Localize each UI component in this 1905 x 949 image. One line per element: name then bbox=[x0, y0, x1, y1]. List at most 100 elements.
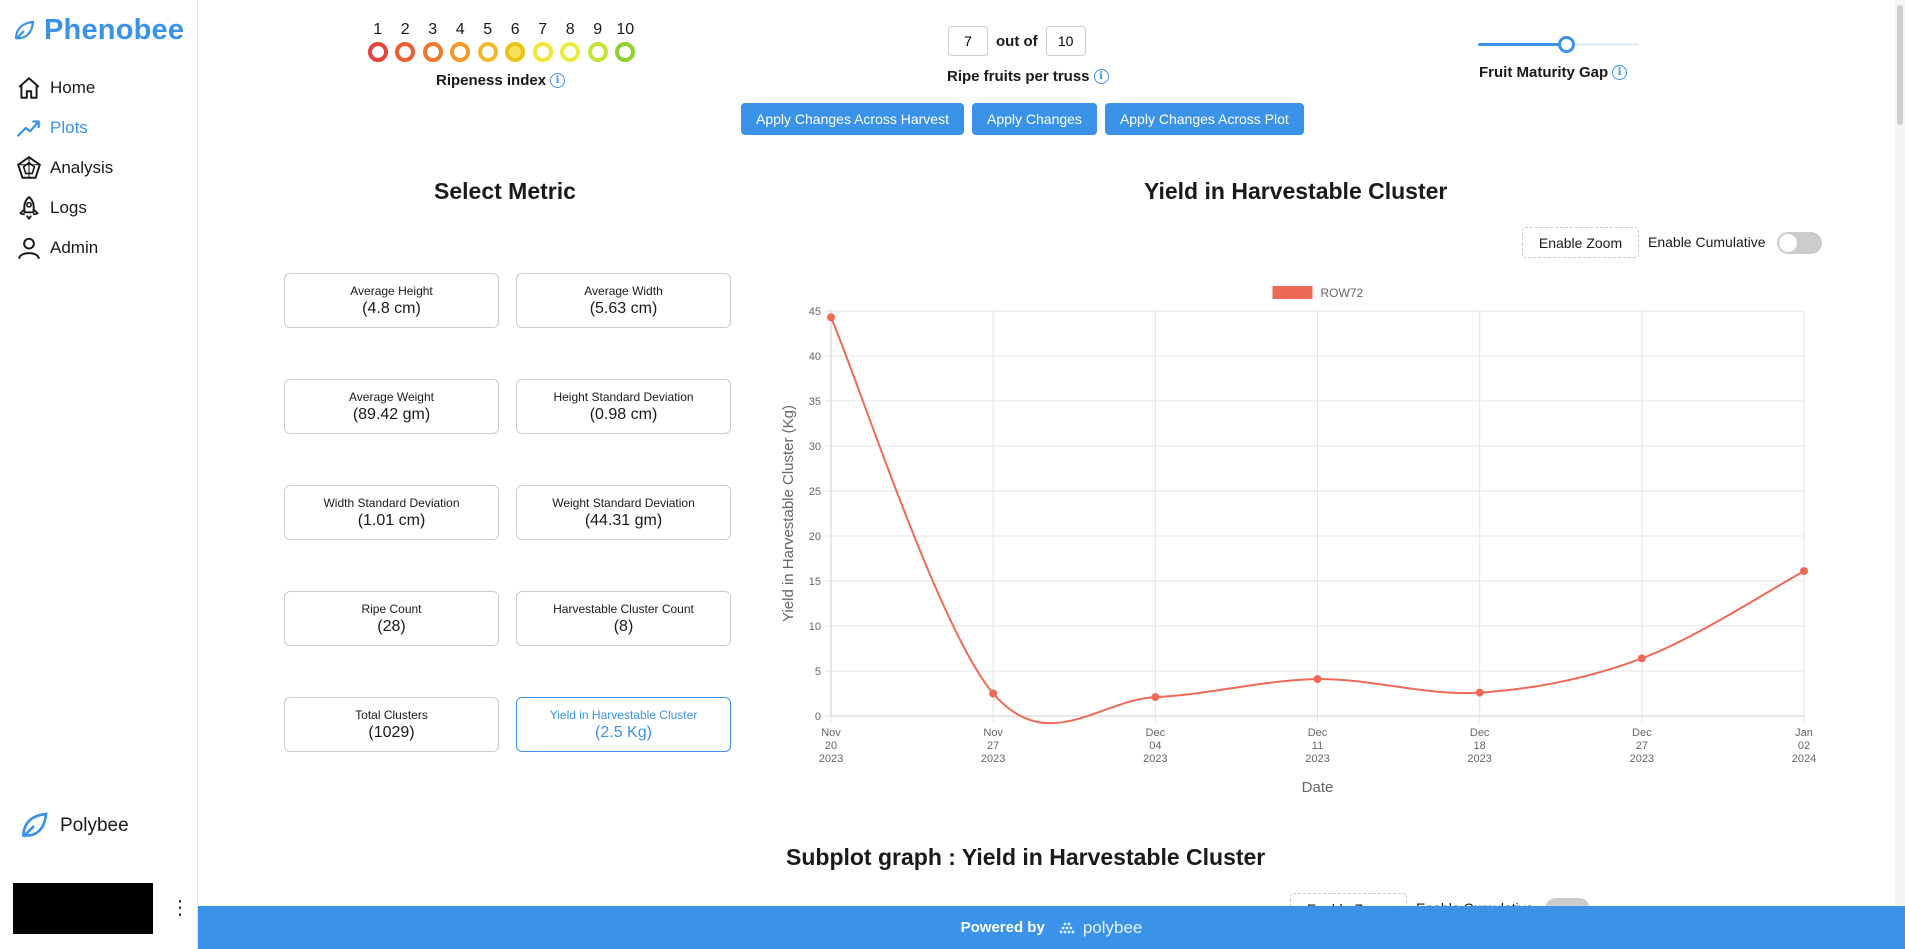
apply-changes-button[interactable]: Apply Changes bbox=[971, 103, 1097, 135]
y-tick-label: 40 bbox=[809, 351, 821, 363]
info-icon[interactable]: i bbox=[550, 73, 566, 88]
footer-brand[interactable]: polybee bbox=[1057, 917, 1143, 938]
slider-thumb[interactable] bbox=[1558, 36, 1575, 53]
ripeness-level-5[interactable]: 5 bbox=[474, 20, 502, 62]
chart-line-icon bbox=[17, 120, 40, 137]
ripeness-level-number: 3 bbox=[428, 21, 438, 38]
ripeness-level-6[interactable]: 6 bbox=[502, 20, 530, 62]
data-point bbox=[989, 689, 998, 698]
ripeness-color-ring bbox=[450, 42, 471, 62]
info-icon[interactable]: i bbox=[1093, 69, 1109, 84]
metric-card[interactable]: Weight Standard Deviation (44.31 gm) bbox=[516, 485, 731, 540]
ripeness-level-number: 8 bbox=[565, 21, 575, 38]
apply-buttons: Apply Changes Across Harvest Apply Chang… bbox=[741, 103, 1304, 135]
yield-line-chart: 051015202530354045Nov202023Nov272023Dec0… bbox=[780, 286, 1816, 796]
ripe-count-input[interactable] bbox=[948, 26, 988, 56]
y-tick-label: 35 bbox=[809, 396, 821, 408]
metric-value: (4.8 cm) bbox=[362, 299, 421, 317]
metric-name: Height Standard Deviation bbox=[553, 389, 694, 404]
polybee-leaf-icon bbox=[22, 812, 48, 838]
ripeness-color-ring bbox=[477, 42, 498, 62]
metric-card[interactable]: Total Clusters (1029) bbox=[284, 697, 499, 752]
user-account-box[interactable] bbox=[13, 883, 153, 934]
fruit-maturity-slider[interactable] bbox=[1478, 36, 1638, 56]
ripeness-level-9[interactable]: 9 bbox=[584, 20, 612, 62]
metric-card[interactable]: Width Standard Deviation (1.01 cm) bbox=[284, 485, 499, 540]
page-scrollbar[interactable] bbox=[1895, 0, 1905, 906]
y-tick-label: 15 bbox=[809, 576, 821, 588]
x-tick-label: 11 bbox=[1312, 740, 1323, 752]
y-tick-label: 20 bbox=[809, 531, 821, 543]
brand-logo[interactable]: Phenobee bbox=[12, 14, 184, 47]
metric-card[interactable]: Average Height (4.8 cm) bbox=[284, 273, 499, 328]
enable-zoom-button[interactable]: Enable Zoom bbox=[1522, 227, 1639, 258]
sidebar-item-plots[interactable]: Plots bbox=[16, 108, 113, 148]
data-point bbox=[1313, 675, 1322, 684]
x-tick-label: Dec bbox=[1146, 727, 1166, 739]
metric-name: Ripe Count bbox=[361, 601, 422, 616]
ripeness-index-selector: 1 2 3 4 5 6 7 8 9 10 Ripeness index i bbox=[364, 20, 640, 89]
metric-card[interactable]: Average Width (5.63 cm) bbox=[516, 273, 731, 328]
ripeness-level-number: 4 bbox=[455, 21, 465, 38]
ripe-fruits-label: Ripe fruits per truss i bbox=[947, 68, 1109, 85]
apply-across-plot-button[interactable]: Apply Changes Across Plot bbox=[1104, 103, 1304, 135]
metric-card[interactable]: Height Standard Deviation (0.98 cm) bbox=[516, 379, 731, 434]
legend-swatch bbox=[1272, 286, 1313, 299]
x-tick-label: Jan bbox=[1795, 727, 1813, 739]
scrollbar-thumb[interactable] bbox=[1897, 5, 1903, 125]
metric-card[interactable]: Yield in Harvestable Cluster (2.5 Kg) bbox=[516, 697, 731, 752]
ripeness-level-number: 6 bbox=[510, 21, 520, 38]
ripeness-level-8[interactable]: 8 bbox=[557, 20, 585, 62]
ripeness-level-number: 7 bbox=[538, 21, 548, 38]
x-tick-label: Nov bbox=[983, 727, 1003, 739]
ripeness-level-4[interactable]: 4 bbox=[447, 20, 475, 62]
footer-brand-text: polybee bbox=[1082, 917, 1143, 937]
metric-name: Average Width bbox=[584, 283, 663, 298]
metric-card[interactable]: Harvestable Cluster Count (8) bbox=[516, 591, 731, 646]
fruit-maturity-label: Fruit Maturity Gap i bbox=[1479, 64, 1628, 81]
ripeness-level-10[interactable]: 10 bbox=[612, 20, 640, 62]
x-tick-label: 2023 bbox=[1143, 753, 1167, 765]
apply-across-harvest-button[interactable]: Apply Changes Across Harvest bbox=[741, 103, 964, 135]
x-tick-label: Dec bbox=[1632, 727, 1652, 739]
ripeness-color-ring bbox=[615, 42, 636, 62]
polybee-link[interactable]: Polybee bbox=[18, 810, 129, 842]
metric-name: Width Standard Deviation bbox=[323, 495, 460, 510]
sidebar-item-home[interactable]: Home bbox=[16, 68, 113, 108]
x-tick-label: 02 bbox=[1798, 740, 1810, 752]
x-tick-label: Nov bbox=[821, 727, 841, 739]
truss-total-input[interactable] bbox=[1045, 26, 1086, 56]
ripeness-level-7[interactable]: 7 bbox=[529, 20, 557, 62]
home-icon bbox=[18, 77, 40, 99]
ripeness-level-number: 1 bbox=[373, 21, 383, 38]
sidebar-item-admin[interactable]: Admin bbox=[16, 228, 113, 268]
y-tick-label: 30 bbox=[809, 441, 821, 453]
more-vertical-icon[interactable]: ⋮ bbox=[170, 897, 190, 919]
sidebar-item-label: Plots bbox=[50, 118, 88, 137]
metric-value: (1.01 cm) bbox=[357, 511, 426, 529]
metric-value: (44.31 gm) bbox=[584, 511, 663, 529]
x-tick-label: 2023 bbox=[1305, 753, 1329, 765]
ripeness-level-3[interactable]: 3 bbox=[419, 20, 447, 62]
cumulative-toggle[interactable] bbox=[1777, 232, 1822, 254]
sidebar-item-logs[interactable]: Logs bbox=[16, 188, 113, 228]
metric-name: Average Weight bbox=[349, 389, 434, 404]
ripeness-level-2[interactable]: 2 bbox=[392, 20, 420, 62]
metric-card[interactable]: Average Weight (89.42 gm) bbox=[284, 379, 499, 434]
x-tick-label: 20 bbox=[825, 740, 837, 752]
metric-value: (1029) bbox=[368, 723, 415, 741]
metric-name: Total Clusters bbox=[355, 707, 428, 722]
ripeness-color-ring bbox=[560, 42, 581, 62]
metric-name: Weight Standard Deviation bbox=[552, 495, 695, 510]
sidebar-item-label: Home bbox=[50, 78, 96, 97]
x-tick-label: 2023 bbox=[1467, 753, 1491, 765]
sidebar-item-analysis[interactable]: Analysis bbox=[16, 148, 113, 188]
info-icon[interactable]: i bbox=[1612, 65, 1628, 80]
metric-card[interactable]: Ripe Count (28) bbox=[284, 591, 499, 646]
ripeness-color-ring bbox=[395, 42, 416, 62]
ripeness-level-1[interactable]: 1 bbox=[364, 20, 392, 62]
data-point bbox=[827, 313, 835, 322]
leaf-logo-icon bbox=[14, 20, 35, 40]
ripeness-color-ring bbox=[505, 42, 526, 62]
y-tick-label: 0 bbox=[815, 711, 821, 723]
